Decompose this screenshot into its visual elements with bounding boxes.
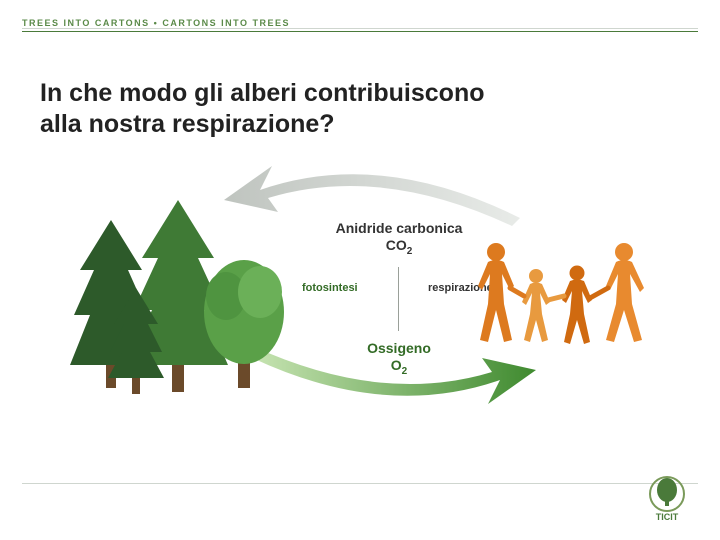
family-icon [474,238,654,348]
o2-name: Ossigeno [367,340,431,356]
header-tagline: TREES INTO CARTONS • CARTONS INTO TREES [22,18,298,28]
co2-name: Anidride carbonica [336,220,463,236]
o2-label: Ossigeno O2 [324,340,474,378]
co2-formula: CO [386,237,407,253]
title-line-1: In che modo gli alberi contribuiscono [40,78,484,109]
ticit-logo-icon: TICIT [640,472,694,526]
process-photosynthesis: fotosintesi [302,282,358,294]
logo-text: TICIT [656,512,679,522]
page-title: In che modo gli alberi contribuiscono al… [40,78,484,141]
o2-sub: 2 [402,366,408,377]
footer-rule [22,483,698,484]
header-rule [22,28,698,32]
center-divider [398,267,399,331]
co2-sub: 2 [407,246,413,257]
respiration-cycle-diagram: Anidride carbonica CO2 fotosintesi respi… [70,160,630,450]
o2-formula: O [391,357,402,373]
title-line-2: alla nostra respirazione? [40,109,484,140]
trees-icon [60,200,290,400]
co2-label: Anidride carbonica CO2 [314,220,484,258]
